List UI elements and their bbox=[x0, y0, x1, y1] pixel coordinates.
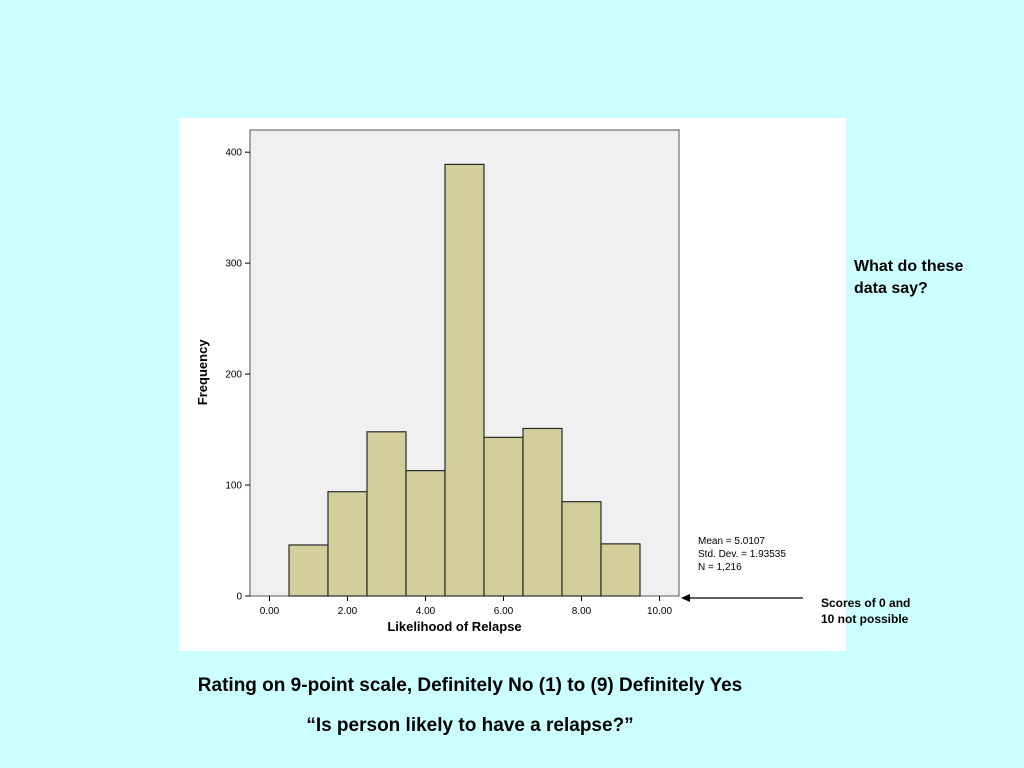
question-annotation: What do these data say? bbox=[854, 256, 1014, 300]
histogram-bar-3 bbox=[366, 431, 407, 597]
question-line-1: What do these bbox=[854, 258, 964, 275]
stats-box: Mean = 5.0107 Std. Dev. = 1.93535 N = 1,… bbox=[698, 536, 786, 573]
scale-caption: Rating on 9-point scale, Definitely No (… bbox=[197, 675, 743, 696]
x-tick-label: 8.00 bbox=[572, 606, 592, 617]
stats-n: N = 1,216 bbox=[698, 562, 742, 573]
question-caption: “Is person likely to have a relapse?” bbox=[306, 715, 634, 736]
y-tick-labels: 0 100 200 300 400 bbox=[225, 148, 242, 603]
scores-note: Scores of 0 and 10 not possible bbox=[821, 595, 961, 627]
stats-std-dev: Std. Dev. = 1.93535 bbox=[698, 549, 786, 560]
bars bbox=[288, 163, 641, 597]
chart-panel: 0 100 200 300 400 0.00 2.00 4.00 6.00 8.00 10.00 … bbox=[179, 118, 846, 651]
histogram-bar-8 bbox=[561, 501, 602, 597]
y-tick-label: 100 bbox=[225, 481, 242, 492]
stats-mean: Mean = 5.0107 bbox=[698, 536, 765, 547]
y-tick-label: 300 bbox=[225, 259, 242, 270]
histogram-bar-6 bbox=[483, 436, 524, 597]
x-tick-label: 2.00 bbox=[338, 606, 358, 617]
x-tick-label: 10.00 bbox=[647, 606, 672, 617]
histogram-bar-5 bbox=[444, 163, 485, 597]
x-tick-labels: 0.00 2.00 4.00 6.00 8.00 10.00 bbox=[260, 606, 673, 617]
histogram-bar-2 bbox=[327, 491, 368, 597]
x-tick-label: 0.00 bbox=[260, 606, 280, 617]
axis-ticks bbox=[245, 151, 660, 601]
histogram-bar-9 bbox=[600, 543, 641, 597]
histogram-bar-1 bbox=[288, 544, 329, 597]
note-line-1: Scores of 0 and bbox=[821, 596, 911, 610]
histogram-bar-4 bbox=[405, 470, 446, 597]
note-line-2: 10 not possible bbox=[821, 612, 909, 626]
x-axis-label: Likelihood of Relapse bbox=[387, 619, 521, 634]
x-tick-label: 4.00 bbox=[416, 606, 436, 617]
y-axis-label: Frequency bbox=[195, 339, 210, 406]
y-tick-label: 0 bbox=[236, 592, 242, 603]
question-line-2: data say? bbox=[854, 280, 928, 297]
arrow-icon bbox=[681, 594, 803, 602]
x-tick-label: 6.00 bbox=[494, 606, 514, 617]
histogram-bar-7 bbox=[522, 427, 563, 597]
y-tick-label: 200 bbox=[225, 370, 242, 381]
y-tick-label: 400 bbox=[225, 148, 242, 159]
